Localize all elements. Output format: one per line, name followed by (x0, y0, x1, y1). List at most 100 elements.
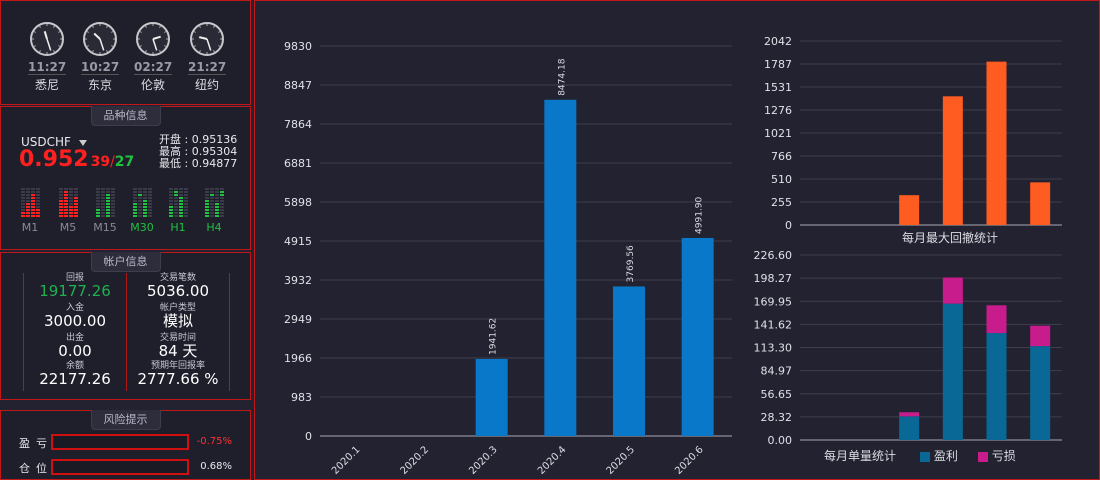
data-label: 4991.90 (695, 196, 705, 233)
account-field-value: 0.00 (58, 342, 92, 360)
legend-label-loss: 亏损 (991, 449, 1016, 463)
y-tick-label: 141.62 (754, 318, 793, 331)
monthly-orders-chart: 0.00 28.32 56.65 84.97 113.30 141.62 169.95 198… (754, 250, 1062, 447)
account-field-value: 模拟 (162, 312, 193, 330)
account-field-value: 84 天 (158, 342, 198, 360)
timeframe-h4[interactable]: H4 (205, 185, 224, 234)
chevron-down-icon[interactable] (78, 139, 87, 146)
bar-profit (942, 303, 963, 440)
account-field-label: 预期年回报率 (150, 361, 205, 371)
y-tick-label: 983 (291, 391, 312, 404)
risk-panel: 风险提示 盈亏 -0.75% 仓位 0.68% (0, 410, 251, 480)
y-tick-label: 1021 (764, 127, 792, 140)
x-tick-label: 2020.2 (399, 444, 432, 477)
account-field: 预期年回报率 2777.66 % (128, 361, 228, 388)
x-tick-label: 2020.6 (673, 444, 706, 477)
account-field: 回报 19177.26 (25, 273, 125, 300)
account-field-label: 余额 (65, 361, 84, 371)
clock-time: 21:27 (188, 60, 227, 75)
price-main: 0.952 (19, 147, 89, 172)
clock-time: 10:27 (81, 60, 120, 75)
timeframe-h1[interactable]: H1 (169, 185, 188, 234)
orders-chart-title: 每月单量统计 (824, 449, 897, 463)
y-tick-label: 510 (771, 173, 792, 186)
bar (942, 96, 963, 226)
drawdown-chart-title: 每月最大回撤统计 (902, 230, 998, 245)
clock-face-icon (83, 22, 117, 56)
y-tick-label: 2042 (764, 35, 792, 48)
clock-face-icon (30, 22, 64, 56)
legend-label-profit: 盈利 (933, 449, 958, 463)
bar (899, 195, 920, 225)
symbol-panel-title: 品种信息 (90, 106, 161, 126)
y-tick-label: 1531 (764, 81, 792, 94)
account-field-label: 回报 (65, 273, 84, 283)
open-price: 开盘 : 0.95136 (159, 133, 238, 146)
x-tick-label: 2020.3 (467, 444, 500, 477)
y-tick-label: 255 (771, 196, 792, 209)
chart-legend: 每月单量统计 盈利 亏损 (824, 447, 1016, 464)
timeframe-m5[interactable]: M5 (59, 185, 78, 234)
bar-loss (899, 412, 920, 417)
risk-value: -0.75% (196, 436, 232, 447)
price-spread: 27 (114, 154, 135, 170)
timeframe-m1[interactable]: M1 (21, 185, 40, 234)
symbol-name: USDCHF (21, 135, 71, 149)
timeframe-m30[interactable]: M30 (130, 185, 154, 234)
account-field: 余额 22177.26 (25, 361, 125, 388)
account-field-value: 19177.26 (39, 282, 111, 300)
clock-time: 02:27 (134, 60, 173, 75)
account-field-label: 入金 (65, 303, 84, 313)
clock-3: 21:27 纽约 (188, 21, 226, 93)
y-tick-label: 2949 (284, 313, 312, 326)
account-field: 出金 0.00 (25, 333, 125, 360)
y-tick-label: 56.65 (761, 388, 793, 401)
account-field: 帐户类型 模拟 (128, 303, 228, 330)
high-price: 最高 : 0.95304 (159, 145, 238, 158)
y-tick-label: 9830 (284, 40, 312, 53)
y-tick-label: 1787 (764, 58, 792, 71)
signal-meter-icon (21, 185, 40, 217)
bar (681, 237, 714, 436)
y-tick-label: 113.30 (754, 342, 793, 355)
bar (986, 61, 1007, 225)
symbol-selector[interactable]: USDCHF (21, 135, 87, 149)
clock-time: 11:27 (28, 60, 67, 75)
timeframe-m15[interactable]: M15 (93, 185, 117, 234)
y-tick-label: 1966 (284, 352, 312, 365)
low-price: 最低 : 0.94877 (159, 157, 238, 170)
timeframe-label: M1 (21, 221, 39, 234)
signal-meter-icon (133, 185, 152, 217)
monthly-drawdown-chart: 0 255 510 766 1021 1276 1531 1787 2042 每月最大回撤统计 (764, 35, 1062, 245)
bar-loss (942, 277, 963, 304)
data-label: 1941.62 (489, 318, 499, 355)
y-tick-label: 766 (771, 150, 792, 163)
y-tick-label: 1276 (764, 104, 792, 117)
account-field-label: 帐户类型 (159, 303, 196, 313)
account-field: 交易笔数 5036.00 (128, 273, 228, 300)
account-field: 交易时间 84 天 (128, 333, 228, 360)
bar-profit (986, 333, 1007, 440)
account-field-value: 3000.00 (43, 312, 107, 330)
account-field-label: 交易笔数 (159, 273, 196, 283)
clock-2: 02:27 伦敦 (134, 21, 172, 93)
x-tick-label: 2020.5 (605, 444, 638, 477)
timeframe-label: M5 (59, 221, 77, 234)
y-tick-label: 226.60 (754, 250, 793, 262)
signal-meter-icon (205, 185, 224, 217)
y-tick-label: 8847 (284, 79, 312, 92)
account-field-label: 交易时间 (159, 333, 196, 343)
clock-city: 东京 (87, 78, 112, 92)
account-field-label: 出金 (65, 333, 84, 343)
y-tick-label: 0 (305, 430, 312, 443)
bar (544, 99, 577, 436)
bar (475, 358, 508, 436)
risk-panel-title: 风险提示 (90, 410, 161, 430)
price-pips: 39 (90, 154, 111, 170)
signal-meter-icon (96, 185, 115, 217)
clock-0: 11:27 悉尼 (28, 21, 66, 93)
legend-swatch-profit (919, 451, 930, 462)
clock-face-icon (190, 22, 224, 56)
price-display: 0.952 39/27 (19, 147, 134, 172)
risk-label: 盈亏 (19, 437, 53, 450)
